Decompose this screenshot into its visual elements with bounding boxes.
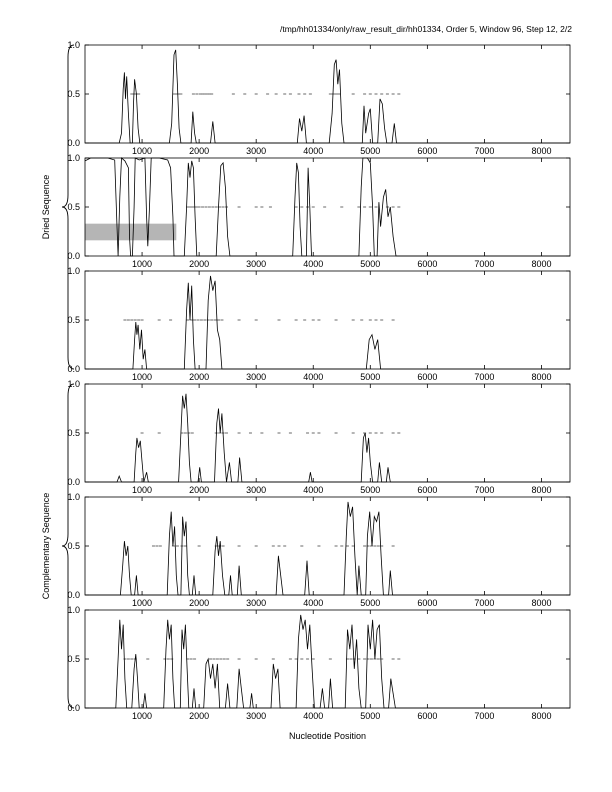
axes-box	[84, 157, 571, 257]
y-tick-label: 0.0	[67, 251, 80, 261]
x-tick-label: 5000	[360, 146, 380, 156]
y-tick-label: 0.5	[67, 89, 80, 99]
x-tick-label: 6000	[417, 598, 437, 608]
trace-line	[84, 157, 570, 257]
y-tick-label: 0.5	[67, 202, 80, 212]
y-tick-label: 0.5	[67, 654, 80, 664]
x-tick-label: 6000	[417, 259, 437, 269]
ylabel-dried-sequence: Dried Sequence	[41, 174, 51, 240]
subplot-dried-1: 1000 2000 3000 4000 5000 6000 7000 80000.00.51.…	[67, 40, 571, 156]
x-tick-label: 3000	[246, 598, 266, 608]
x-tick-label: 5000	[360, 372, 380, 382]
x-tick-label: 4000	[303, 598, 323, 608]
x-tick-label: 4000	[303, 485, 323, 495]
subplot-dried-2: 1000 2000 3000 4000 5000 6000 7000 8000 0.0 0.5 1.…	[67, 153, 571, 269]
y-tick-label: 0.5	[67, 315, 80, 325]
x-tick-label: 6000	[417, 711, 437, 721]
subplot-complementary-1: 1000 2000 3000 4000 5000 6000 7000 80000.00.51.…	[67, 379, 571, 495]
x-tick-label: 2000	[189, 146, 209, 156]
x-tick-label: 8000	[531, 372, 551, 382]
x-tick-label: 1000	[132, 372, 152, 382]
axes-box	[84, 609, 571, 709]
x-tick-label: 1000	[132, 711, 152, 721]
x-tick-label: 3000	[246, 259, 266, 269]
trace-line	[85, 49, 570, 144]
brace-dried-sequence	[61, 44, 75, 370]
x-tick-label: 3000	[246, 146, 266, 156]
x-tick-label: 7000	[474, 711, 494, 721]
x-tick-label: 1000	[132, 598, 152, 608]
x-tick-label: 7000	[474, 485, 494, 495]
x-tick-label: 8000	[531, 598, 551, 608]
trace-line	[85, 393, 570, 483]
x-tick-label: 5000	[360, 485, 380, 495]
trace-line	[85, 501, 570, 596]
x-tick-label: 8000	[531, 146, 551, 156]
brace-complementary-sequence	[61, 383, 75, 709]
x-tick-label: 1000	[132, 485, 152, 495]
y-tick-label: 0.5	[67, 541, 80, 551]
x-tick-label: 6000	[417, 372, 437, 382]
x-tick-label: 7000	[474, 372, 494, 382]
ylabel-complementary-sequence: Complementary Sequence	[41, 492, 51, 600]
y-tick-label: 0.5	[67, 428, 80, 438]
x-tick-label: 2000	[189, 372, 209, 382]
x-tick-label: 5000	[360, 259, 380, 269]
x-tick-label: 8000	[531, 711, 551, 721]
x-tick-label: 6000	[417, 146, 437, 156]
highlight-band	[85, 223, 177, 241]
x-axis-label: Nucleotide Position	[288, 731, 367, 741]
x-tick-label: 7000	[474, 598, 494, 608]
trace-line	[85, 275, 570, 370]
x-tick-label: 7000	[474, 146, 494, 156]
subplot-complementary-3: 1000 2000 3000 4000 5000 6000 7000 80000.00.51.…	[67, 605, 571, 721]
x-tick-label: 3000	[246, 485, 266, 495]
y-tick-label: 0.0	[67, 138, 80, 148]
y-tick-label: 1.0	[67, 153, 80, 163]
y-tick-label: 0.0	[67, 590, 80, 600]
x-tick-label: 5000	[360, 711, 380, 721]
y-tick-label: 1.0	[67, 266, 80, 276]
x-tick-label: 3000	[246, 372, 266, 382]
x-tick-label: 6000	[417, 485, 437, 495]
subplot-dried-3: 1000 2000 3000 4000 5000 6000 7000 80000.00.51.…	[67, 266, 571, 382]
axes-box	[84, 44, 571, 144]
trace-line	[85, 614, 570, 709]
x-tick-label: 5000	[360, 598, 380, 608]
x-tick-label: 3000	[246, 711, 266, 721]
y-tick-label: 0.0	[67, 477, 80, 487]
x-tick-label: 8000	[531, 259, 551, 269]
x-tick-label: 2000	[189, 259, 209, 269]
subplot-complementary-2: 1000 2000 3000 4000 5000 6000 7000 8000 0.0 0.5 1.…	[67, 492, 571, 608]
x-tick-label: 2000	[189, 711, 209, 721]
y-tick-label: 1.0	[67, 492, 80, 502]
y-tick-label: 1.0	[67, 605, 80, 615]
x-tick-label: 7000	[474, 259, 494, 269]
x-tick-label: 4000	[303, 259, 323, 269]
x-tick-label: 1000	[132, 146, 152, 156]
x-tick-label: 8000	[531, 485, 551, 495]
x-tick-label: 1000	[132, 259, 152, 269]
x-tick-label: 4000	[303, 146, 323, 156]
x-tick-label: 4000	[303, 372, 323, 382]
figure-title: /tmp/hh01334/only/raw_result_dir/hh01334…	[279, 24, 572, 34]
x-tick-label: 2000	[189, 485, 209, 495]
x-tick-label: 2000	[189, 598, 209, 608]
x-tick-label: 4000	[303, 711, 323, 721]
